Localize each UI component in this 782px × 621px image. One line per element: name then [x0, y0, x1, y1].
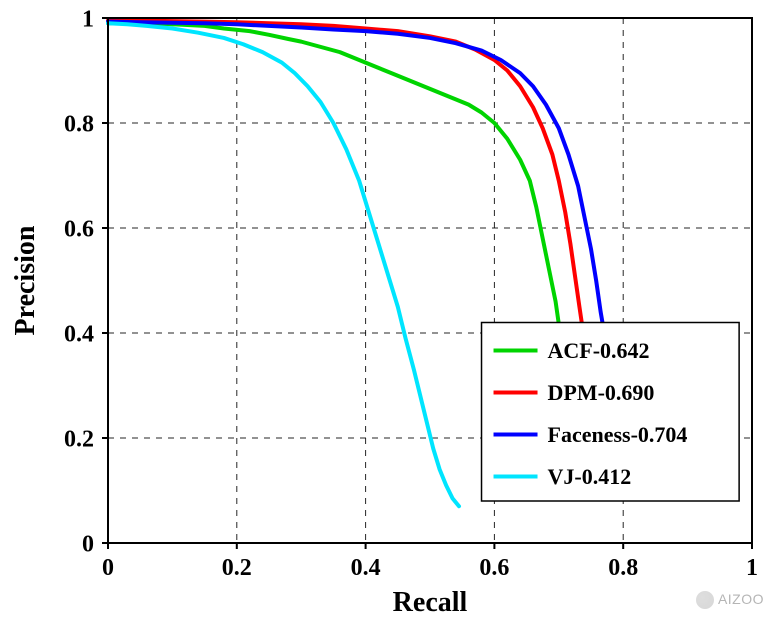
legend-label: ACF-0.642: [548, 338, 650, 363]
ytick-label: 0.6: [64, 216, 94, 242]
ytick-label: 0.8: [64, 111, 94, 137]
chart-svg: 0 0.2 0.4 0.6 0.8 1 0 0.2 0.4 0.6 0.8 1 Recall Precis…: [0, 0, 782, 621]
legend-label: VJ-0.412: [548, 464, 632, 489]
ytick-label: 1: [82, 6, 94, 32]
legend-label: Faceness-0.704: [548, 422, 688, 447]
ytick-label: 0: [82, 531, 94, 557]
legend-label: DPM-0.690: [548, 380, 655, 405]
ytick-label: 0.2: [64, 426, 94, 452]
xtick-label: 0.8: [608, 555, 638, 581]
pr-chart: 0 0.2 0.4 0.6 0.8 1 0 0.2 0.4 0.6 0.8 1 Recall Precis…: [0, 0, 782, 621]
xtick-label: 0.4: [351, 555, 381, 581]
xtick-label: 0.6: [479, 555, 509, 581]
xtick-label: 0: [102, 555, 114, 581]
x-axis-label: Recall: [393, 587, 468, 618]
xtick-label: 0.2: [222, 555, 252, 581]
xtick-label: 1: [746, 555, 758, 581]
y-axis-label: Precision: [10, 225, 41, 335]
ytick-label: 0.4: [64, 321, 94, 347]
